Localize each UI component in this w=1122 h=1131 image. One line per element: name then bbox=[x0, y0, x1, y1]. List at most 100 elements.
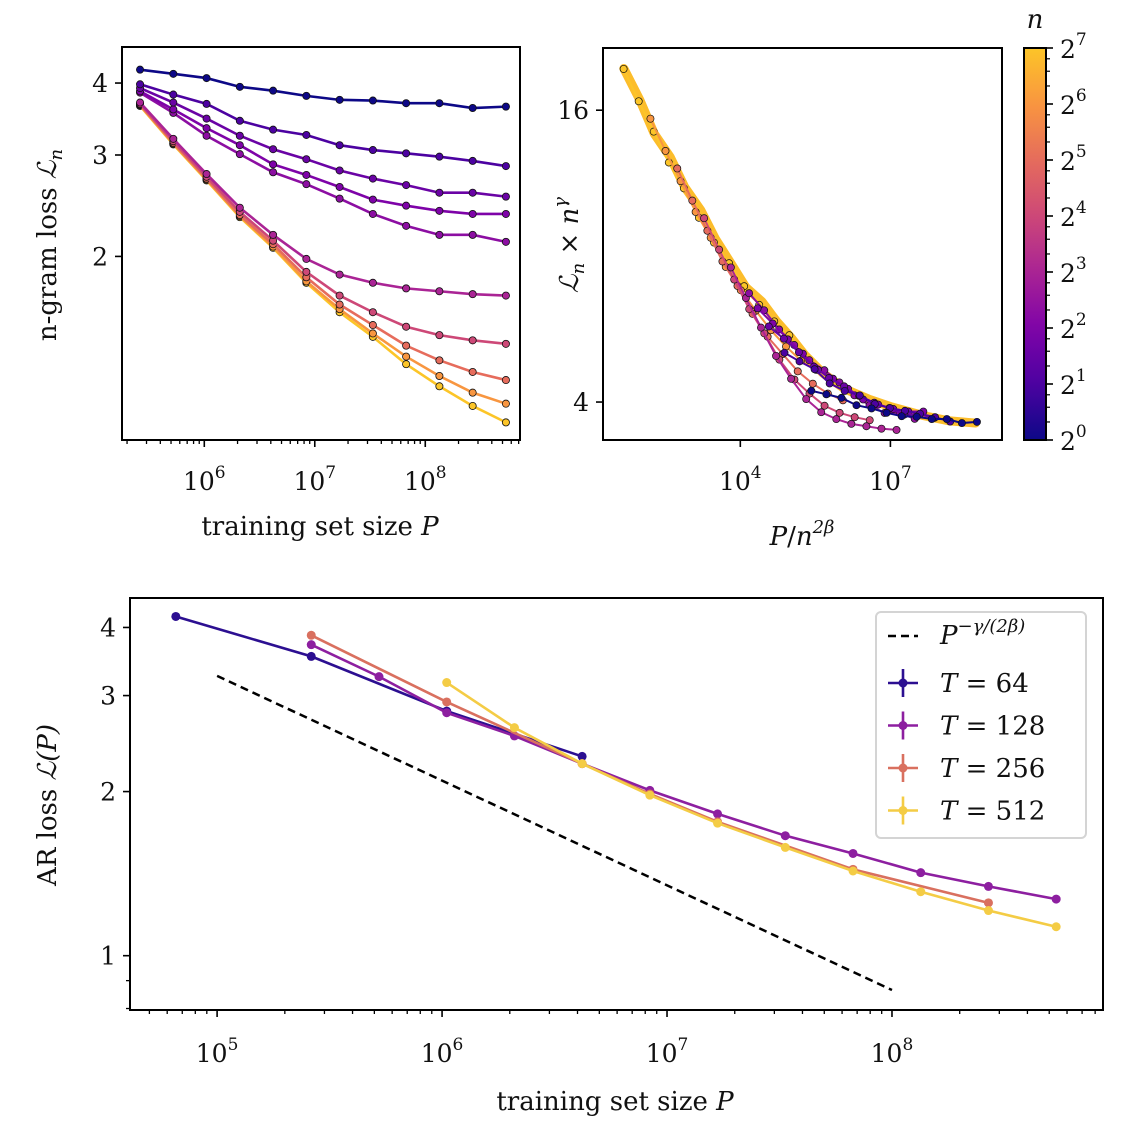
data-point bbox=[202, 99, 211, 108]
y-tick-label: 4 bbox=[100, 613, 116, 642]
data-point bbox=[402, 322, 411, 331]
data-point bbox=[983, 906, 993, 916]
data-point bbox=[468, 401, 477, 410]
legend-item: T = 64 bbox=[888, 669, 1029, 699]
data-point bbox=[832, 415, 841, 424]
legend-label-var: T bbox=[940, 669, 959, 699]
data-point bbox=[957, 419, 966, 428]
data-point bbox=[335, 95, 344, 104]
data-point bbox=[855, 391, 864, 400]
y-tick-label: 4 bbox=[573, 388, 589, 417]
data-point bbox=[368, 278, 377, 287]
tick-base: 2 bbox=[1060, 259, 1076, 288]
data-point bbox=[726, 263, 735, 272]
data-point bbox=[817, 408, 826, 417]
data-point bbox=[673, 164, 682, 173]
tick-base: 2 bbox=[1060, 147, 1076, 176]
tick-base: 10 bbox=[404, 467, 436, 496]
series-n-3 bbox=[136, 84, 510, 201]
data-point bbox=[892, 425, 901, 434]
series-line bbox=[139, 104, 507, 405]
x-tick-label: 108 bbox=[871, 1035, 914, 1068]
tick-exponent: 2 bbox=[1076, 310, 1087, 330]
data-point bbox=[202, 74, 211, 83]
y-tick-label: 1 bbox=[100, 942, 116, 971]
tick-base: 10 bbox=[183, 467, 215, 496]
data-point bbox=[973, 417, 981, 426]
data-point bbox=[810, 365, 819, 374]
data-point bbox=[302, 180, 311, 189]
data-point bbox=[877, 424, 886, 433]
y-axis-label: AR loss ℒ(P) bbox=[33, 724, 63, 887]
data-point bbox=[764, 322, 773, 331]
axes-frame bbox=[121, 46, 521, 441]
series-line bbox=[139, 101, 506, 297]
data-point bbox=[442, 678, 452, 688]
x-tick-label: 107 bbox=[869, 463, 912, 496]
data-point bbox=[169, 98, 178, 107]
series-n-8 bbox=[136, 98, 510, 300]
tick-base: 10 bbox=[293, 467, 325, 496]
legend-label-value: = 128 bbox=[957, 712, 1045, 742]
legend-item: T = 128 bbox=[888, 711, 1045, 742]
data-point bbox=[335, 182, 344, 191]
data-point bbox=[302, 254, 311, 263]
data-point bbox=[368, 321, 377, 330]
data-point bbox=[794, 348, 803, 357]
data-point bbox=[269, 125, 278, 134]
data-point bbox=[501, 376, 510, 385]
data-point bbox=[402, 149, 411, 158]
data-point bbox=[335, 300, 344, 309]
series-line bbox=[139, 105, 507, 424]
data-point bbox=[368, 329, 377, 338]
data-point bbox=[848, 866, 858, 876]
data-point bbox=[688, 196, 697, 205]
series-n-32 bbox=[136, 100, 510, 385]
legend-label: T = 512 bbox=[940, 797, 1045, 827]
data-point bbox=[269, 160, 278, 169]
series-line bbox=[139, 86, 507, 198]
data-point bbox=[772, 351, 780, 360]
data-point bbox=[402, 99, 411, 108]
data-point bbox=[306, 651, 316, 661]
colorbar-tick-label: 22 bbox=[1060, 310, 1087, 344]
tick-base: 10 bbox=[719, 467, 751, 496]
x-tick-label: 107 bbox=[293, 463, 336, 496]
legend-frame bbox=[875, 611, 1087, 839]
data-point bbox=[368, 96, 377, 105]
y-axis-label: n-gram loss ℒn bbox=[33, 149, 67, 341]
data-point bbox=[501, 291, 510, 300]
data-point bbox=[646, 114, 655, 123]
x-axis-label: training set size P bbox=[201, 512, 439, 542]
data-point bbox=[435, 382, 444, 391]
plot-area bbox=[171, 611, 1061, 992]
data-point bbox=[136, 65, 145, 74]
x-tick-label: 108 bbox=[404, 463, 447, 496]
legend-label: T = 128 bbox=[940, 712, 1045, 742]
legend-marker-icon bbox=[898, 721, 908, 730]
data-point bbox=[468, 104, 477, 113]
data-point bbox=[202, 114, 211, 123]
data-point bbox=[169, 90, 178, 99]
plot-area bbox=[136, 65, 510, 427]
legend-label-value: = 64 bbox=[957, 669, 1028, 699]
series-n-4 bbox=[136, 87, 510, 218]
tick-base: 10 bbox=[421, 1039, 453, 1068]
data-point bbox=[501, 209, 510, 218]
data-point bbox=[802, 395, 811, 403]
series-line bbox=[445, 681, 1057, 929]
tick-exponent: 4 bbox=[1076, 198, 1087, 218]
data-point bbox=[202, 131, 211, 140]
data-point bbox=[787, 374, 796, 383]
series-line bbox=[139, 103, 507, 382]
data-point bbox=[780, 842, 790, 852]
tick-base: 2 bbox=[1060, 35, 1076, 64]
data-point bbox=[867, 404, 876, 413]
data-point bbox=[619, 64, 628, 73]
data-point bbox=[468, 188, 477, 197]
